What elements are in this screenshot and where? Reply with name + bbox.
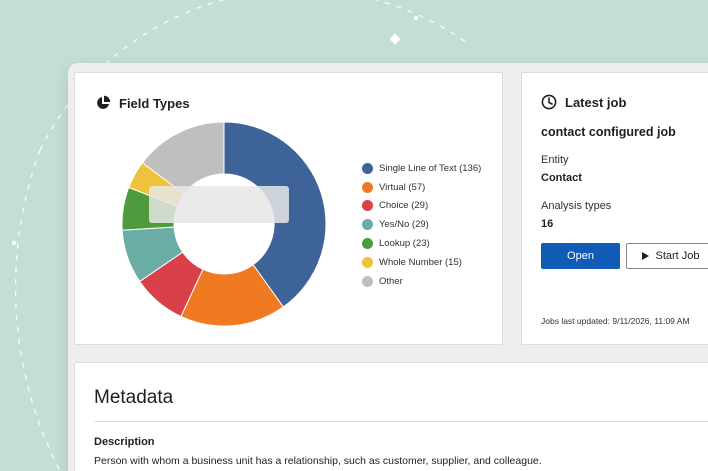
legend-item[interactable]: Yes/No (29) [362,215,481,234]
legend-swatch [362,219,373,231]
field-types-title: Field Types [119,95,190,111]
legend-swatch [362,162,373,174]
legend-item[interactable]: Other [362,272,481,291]
play-icon [642,252,650,260]
field-types-header: Field Types [95,95,190,111]
legend-label: Single Line of Text (136) [379,162,482,174]
legend-label: Choice (29) [379,200,429,212]
chart-tooltip-overlay [149,186,289,223]
legend-label: Whole Number (15) [379,256,462,268]
legend-label: Lookup (23) [379,238,430,250]
jobs-last-updated: Jobs last updated: 9/11/2026, 11:09 AM [541,316,690,326]
field-types-donut-chart [121,121,327,327]
description-label: Description [94,436,155,448]
latest-job-title: Latest job [565,94,627,110]
legend-item[interactable]: Single Line of Text (136) [362,159,481,178]
legend-swatch [362,200,373,212]
legend-swatch [362,256,373,268]
field-types-legend: Single Line of Text (136) Virtual (57) Cho… [362,159,481,291]
legend-swatch [362,238,373,250]
latest-job-header: Latest job [541,94,626,110]
field-types-card: Field Types Single Line of Text (136) Vir… [74,72,503,345]
pie-chart-icon [95,95,111,111]
legend-item[interactable]: Whole Number (15) [362,253,481,272]
metadata-card: Metadata Description Person with whom a … [74,362,708,471]
legend-item[interactable]: Virtual (57) [362,178,481,197]
donut-slice-other[interactable] [141,121,225,195]
divider [94,421,708,422]
legend-label: Other [379,275,403,287]
legend-item[interactable]: Lookup (23) [362,234,481,253]
clock-icon [541,94,557,110]
description-value: Person with whom a business unit has a r… [94,455,542,467]
entity-label: Entity [541,154,569,166]
legend-item[interactable]: Choice (29) [362,197,481,216]
start-job-label: Start Job [655,250,700,262]
legend-label: Virtual (57) [379,181,426,193]
analysis-types-label: Analysis types [541,200,612,212]
metadata-title: Metadata [94,387,174,408]
latest-job-card: Latest job contact configured job Entity… [521,72,708,345]
job-name: contact configured job [541,125,676,139]
start-job-button[interactable]: Start Job [626,243,708,269]
entity-value: Contact [541,172,582,184]
analysis-types-value: 16 [541,218,554,230]
legend-swatch [362,275,373,287]
legend-swatch [362,181,373,193]
open-button[interactable]: Open [541,243,620,269]
legend-label: Yes/No (29) [379,219,429,231]
